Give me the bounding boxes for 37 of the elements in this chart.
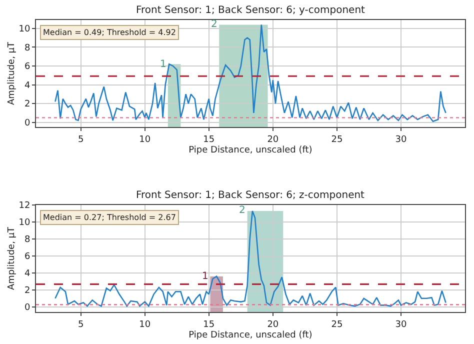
x-axis-title: Pipe Distance, unscaled (ft) — [188, 146, 312, 156]
chart-title: Front Sensor: 1; Back Sensor: 6; y-component — [136, 5, 366, 16]
band-label: 1 — [202, 271, 208, 282]
band-label: 1 — [160, 59, 166, 70]
y-tick-label: 10 — [18, 24, 30, 35]
y-axis-title: Amplitude, μT — [7, 226, 18, 290]
x-tick-label: 30 — [395, 134, 407, 145]
y-tick-label: 2 — [24, 286, 30, 296]
y-tick-label: 2 — [24, 100, 30, 110]
x-tick-label: 5 — [78, 134, 84, 145]
x-tick-label: 25 — [331, 134, 343, 145]
band-label: 2 — [211, 19, 218, 30]
y-tick-label: 12 — [18, 201, 30, 212]
y-tick-label: 8 — [24, 235, 30, 246]
x-tick-label: 5 — [78, 320, 84, 330]
x-tick-label: 15 — [203, 320, 215, 330]
y-tick-label: 4 — [24, 269, 30, 280]
annotation: Median = 0.49; Threshold = 4.92 — [43, 28, 176, 37]
chart-title: Front Sensor: 1; Back Sensor: 6; z-component — [136, 190, 365, 201]
x-tick-label: 25 — [331, 320, 343, 330]
annotation: Median = 0.27; Threshold = 2.67 — [43, 213, 176, 222]
x-tick-label: 15 — [203, 134, 215, 145]
y-axis-title: Amplitude, μT — [7, 41, 18, 106]
x-axis-title: Pipe Distance, unscaled (ft) — [188, 330, 312, 341]
band-label: 2 — [239, 205, 246, 216]
x-tick-label: 20 — [267, 134, 279, 145]
x-tick-label: 20 — [267, 320, 279, 330]
y-tick-label: 4 — [24, 80, 30, 91]
y-tick-label: 8 — [24, 43, 30, 54]
y-tick-label: 6 — [24, 252, 30, 262]
y-tick-label: 10 — [18, 218, 30, 228]
x-tick-label: 30 — [395, 320, 407, 330]
x-tick-label: 10 — [139, 320, 151, 330]
y-tick-label: 0 — [24, 118, 30, 128]
x-tick-label: 10 — [139, 134, 151, 145]
y-tick-label: 0 — [24, 303, 30, 314]
y-tick-label: 6 — [24, 62, 30, 72]
